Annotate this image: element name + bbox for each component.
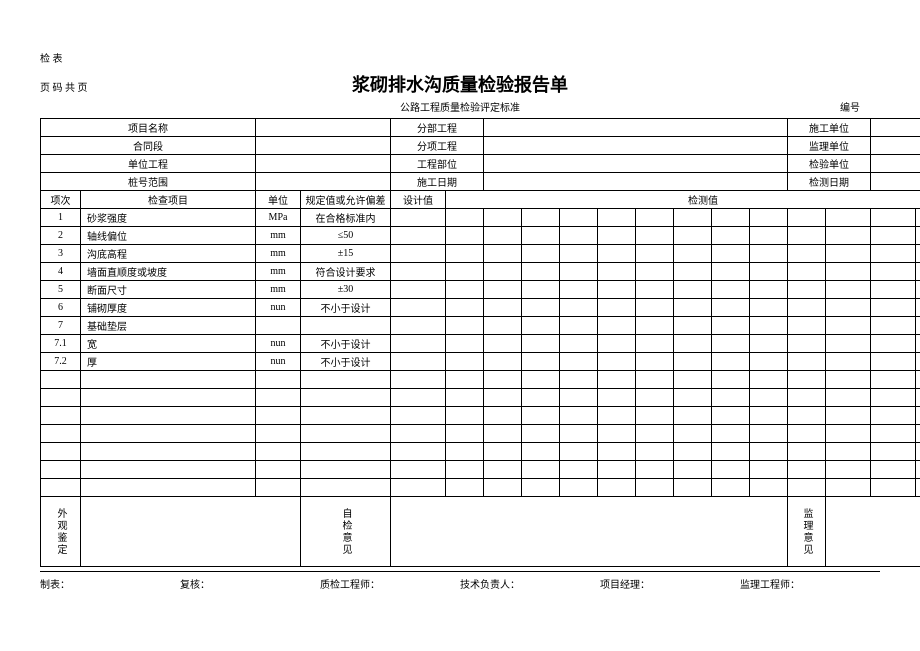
val-pile-range (256, 173, 391, 191)
page-title: 浆砌排水沟质量检验报告单 (330, 71, 590, 97)
footer-tech-lead: 技术负责人： (460, 576, 600, 591)
label-contract: 合同段 (41, 137, 256, 155)
val-project-name (256, 119, 391, 137)
th-design: 设计值 (391, 191, 446, 209)
blank-row (41, 461, 920, 479)
table-header: 项次 检查项目 单位 规定值或允许偏差 设计值 检测值 (41, 191, 920, 209)
blank-row (41, 389, 920, 407)
main-table: 项目名称 分部工程 施工单位 合同段 分项工程 监理单位 单位工程 工程部位 检… (40, 118, 920, 567)
self-check-value (391, 497, 788, 567)
val-project-part (484, 155, 788, 173)
footer-reviewer: 复核： (180, 576, 320, 591)
footer-supervisor-eng: 监理工程师： (740, 576, 880, 591)
label-inspect-unit: 检验单位 (788, 155, 871, 173)
data-row: 5 断面尺寸 mm ±30 (41, 281, 920, 299)
info-row-2: 合同段 分项工程 监理单位 (41, 137, 920, 155)
blank-row (41, 425, 920, 443)
blank-row (41, 443, 920, 461)
blank-row (41, 479, 920, 497)
label-unit-project: 单位工程 (41, 155, 256, 173)
val-sub-project (484, 119, 788, 137)
label-construction-unit: 施工单位 (788, 119, 871, 137)
subtitle: 公路工程质量检验评定标准 (330, 99, 590, 114)
appearance-label: 外观鉴定 (41, 497, 81, 567)
label-sub-project: 分部工程 (391, 119, 484, 137)
footer-qc-engineer: 质检工程师： (320, 576, 460, 591)
check-table-label: 检 表 (40, 50, 880, 65)
supervisor-opinion-value (826, 497, 920, 567)
data-row: 7.2 厚 nun 不小于设计 (41, 353, 920, 371)
info-row-4: 桩号范围 施工日期 检测日期 (41, 173, 920, 191)
val-sub-item (484, 137, 788, 155)
data-row: 7 基础垫层 (41, 317, 920, 335)
serial-label: 编号 (590, 99, 880, 114)
data-row: 4 墙面直顺度或坡度 mm 符合设计要求 (41, 263, 920, 281)
label-pile-range: 桩号范围 (41, 173, 256, 191)
footer: 制表： 复核： 质检工程师： 技术负责人： 项目经理： 监理工程师： (40, 571, 880, 591)
blank-row (41, 407, 920, 425)
data-row: 3 沟底高程 mm ±15 (41, 245, 920, 263)
th-item: 检查项目 (81, 191, 256, 209)
data-row: 7.1 宽 nun 不小于设计 (41, 335, 920, 353)
val-test-date (871, 173, 920, 191)
footer-pm: 项目经理： (600, 576, 740, 591)
info-row-3: 单位工程 工程部位 检验单位 (41, 155, 920, 173)
info-row-1: 项目名称 分部工程 施工单位 (41, 119, 920, 137)
data-row: 2 轴线偏位 mm ≤50 (41, 227, 920, 245)
data-row: 1 砂浆强度 MPa 在合格标准内 (41, 209, 920, 227)
label-test-date: 检测日期 (788, 173, 871, 191)
label-supervisor-unit: 监理单位 (788, 137, 871, 155)
data-row: 6 铺砌厚度 nun 不小于设计 (41, 299, 920, 317)
th-spec: 规定值或允许偏差 (301, 191, 391, 209)
self-check-label: 自检意见 (301, 497, 391, 567)
val-construction-unit (871, 119, 920, 137)
th-unit: 单位 (256, 191, 301, 209)
page-info: 页 码 共 页 (40, 79, 330, 94)
label-construction-date: 施工日期 (391, 173, 484, 191)
bottom-row: 外观鉴定 自检意见 监理意见 (41, 497, 920, 567)
val-supervisor-unit (871, 137, 920, 155)
th-measured: 检测值 (446, 191, 920, 209)
label-project-name: 项目名称 (41, 119, 256, 137)
footer-maker: 制表： (40, 576, 180, 591)
val-inspect-unit (871, 155, 920, 173)
appearance-value (81, 497, 301, 567)
val-contract (256, 137, 391, 155)
label-project-part: 工程部位 (391, 155, 484, 173)
label-sub-item: 分项工程 (391, 137, 484, 155)
supervisor-opinion-label: 监理意见 (788, 497, 826, 567)
th-seq: 项次 (41, 191, 81, 209)
val-construction-date (484, 173, 788, 191)
blank-row (41, 371, 920, 389)
val-unit-project (256, 155, 391, 173)
